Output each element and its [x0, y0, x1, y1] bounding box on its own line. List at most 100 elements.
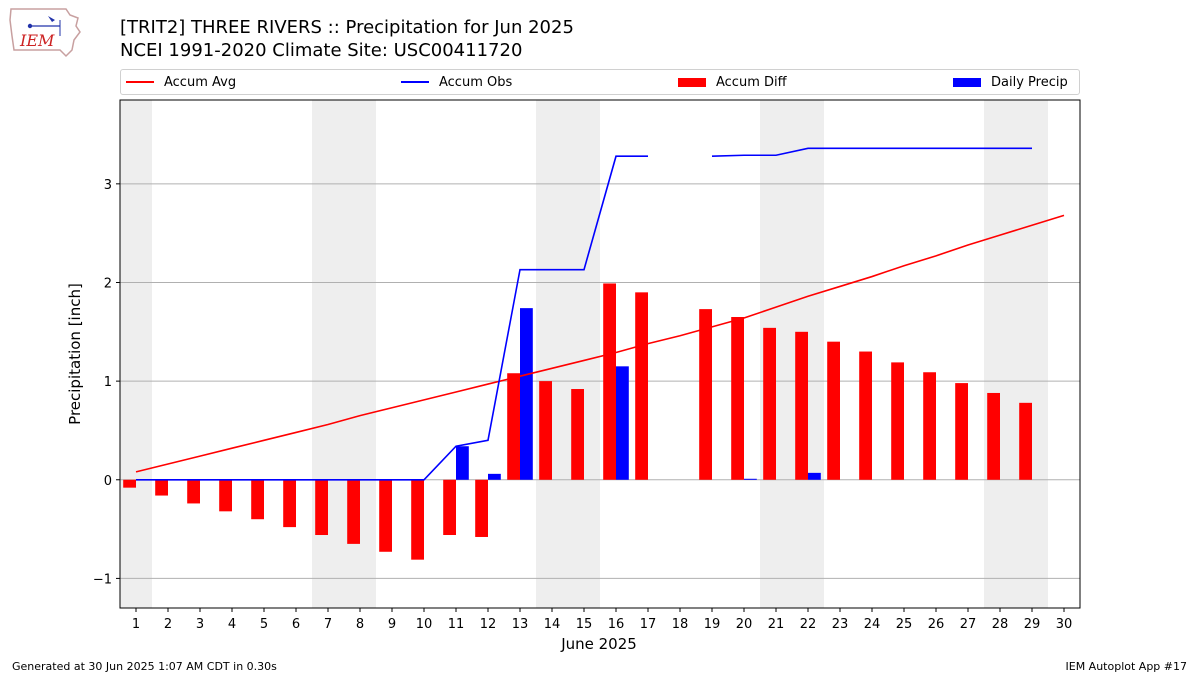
- accum-diff-bar-10: [411, 479, 424, 560]
- weekend-band-14: [536, 100, 568, 608]
- legend-swatch-avg: [126, 81, 154, 83]
- footer-generated: Generated at 30 Jun 2025 1:07 AM CDT in …: [12, 660, 277, 673]
- accum-diff-bar-15: [571, 389, 584, 480]
- x-tick-label: 29: [1024, 617, 1041, 632]
- accum-diff-bar-16: [603, 283, 616, 480]
- accum-diff-bar-27: [955, 383, 968, 480]
- chart-subtitle: NCEI 1991-2020 Climate Site: USC00411720: [120, 40, 523, 61]
- accum-diff-bar-7: [315, 479, 328, 536]
- accum-diff-bar-9: [379, 479, 392, 552]
- daily-precip-bar-13: [520, 308, 533, 480]
- x-tick-label: 2: [164, 617, 172, 632]
- y-tick-label: 1: [104, 375, 112, 390]
- accum-diff-bar-3: [187, 479, 200, 504]
- x-tick-label: 22: [800, 617, 817, 632]
- weekend-band-28: [984, 100, 1016, 608]
- accum-diff-bar-26: [923, 372, 936, 480]
- daily-precip-bar-16: [616, 366, 629, 480]
- y-tick-label: −1: [93, 572, 112, 587]
- x-tick-label: 8: [356, 617, 364, 632]
- x-tick-label: 21: [768, 617, 785, 632]
- x-tick-label: 25: [896, 617, 913, 632]
- x-tick-label: 14: [544, 617, 561, 632]
- accum-diff-bar-29: [1019, 402, 1032, 480]
- x-tick-label: 30: [1056, 617, 1073, 632]
- weekend-band-1: [120, 100, 152, 608]
- x-tick-label: 20: [736, 617, 753, 632]
- y-tick-label: 2: [104, 276, 112, 291]
- accum-diff-bar-11: [443, 479, 456, 536]
- legend-swatch-obs: [401, 81, 429, 83]
- accum-diff-bar-5: [251, 479, 264, 520]
- x-tick-label: 17: [640, 617, 657, 632]
- legend-label-diff: Accum Diff: [716, 74, 787, 90]
- y-tick-label: 0: [104, 474, 112, 489]
- accum-diff-bar-28: [987, 392, 1000, 480]
- legend-item-accum-avg: Accum Avg: [126, 70, 236, 94]
- iowa-map-logo: IEM: [9, 8, 81, 58]
- accum-diff-bar-19: [699, 309, 712, 480]
- x-tick-label: 5: [260, 617, 268, 632]
- x-tick-label: 7: [324, 617, 332, 632]
- x-tick-label: 26: [928, 617, 945, 632]
- daily-precip-bar-20: [744, 478, 757, 480]
- x-tick-label: 13: [512, 617, 529, 632]
- accum-diff-bar-6: [283, 479, 296, 528]
- x-tick-label: 16: [608, 617, 625, 632]
- accum-avg-line-segment-0: [135, 214, 1065, 473]
- accum-obs-line-segment-1: [711, 147, 1032, 158]
- accum-diff-bar-14: [539, 381, 552, 480]
- logo-text: IEM: [19, 31, 55, 50]
- footer-app: IEM Autoplot App #17: [1065, 660, 1188, 673]
- x-tick-label: 4: [228, 617, 236, 632]
- accum-diff-bar-17: [635, 292, 648, 480]
- daily-precip-bar-22: [808, 472, 821, 480]
- legend-swatch-daily: [953, 77, 981, 87]
- legend-item-accum-diff: Accum Diff: [678, 70, 787, 94]
- x-tick-label: 15: [576, 617, 593, 632]
- daily-precip-bar-11: [456, 446, 469, 480]
- plot-frame: [119, 99, 1081, 609]
- weekend-band-15: [568, 100, 600, 608]
- legend-item-daily-precip: Daily Precip: [953, 70, 1068, 94]
- accum-diff-bar-4: [219, 479, 232, 512]
- accum-diff-bar-8: [347, 479, 360, 544]
- chart-title: [TRIT2] THREE RIVERS :: Precipitation fo…: [120, 17, 574, 38]
- x-tick-label: 3: [196, 617, 204, 632]
- legend-label-daily: Daily Precip: [991, 74, 1068, 90]
- x-tick-label: 19: [704, 617, 721, 632]
- x-tick-label: 12: [480, 617, 497, 632]
- weekend-shading: [120, 100, 1048, 608]
- x-tick-label: 23: [832, 617, 849, 632]
- accum-diff-bar-22: [795, 331, 808, 480]
- accum-diff-bar-23: [827, 341, 840, 480]
- accum-obs-line-segment-0: [136, 155, 648, 481]
- accum-diff-bar-25: [891, 362, 904, 480]
- legend-label-avg: Accum Avg: [164, 74, 237, 90]
- legend-item-accum-obs: Accum Obs: [401, 70, 512, 94]
- x-axis-label: June 2025: [560, 635, 637, 653]
- x-tick-label: 1: [132, 617, 140, 632]
- legend-label-obs: Accum Obs: [439, 74, 513, 90]
- iem-logo: IEM: [8, 6, 82, 58]
- x-tick-label: 28: [992, 617, 1009, 632]
- accum-diff-bar-21: [763, 327, 776, 480]
- x-tick-label: 6: [292, 617, 300, 632]
- accum-diff-bar-13: [507, 373, 520, 480]
- y-axis-label: Precipitation [inch]: [66, 283, 84, 425]
- accum-diff-bar-12: [475, 479, 488, 537]
- x-tick-label: 11: [448, 617, 465, 632]
- x-tick-label: 27: [960, 617, 977, 632]
- x-tick-label: 24: [864, 617, 881, 632]
- legend-swatch-diff: [678, 77, 706, 87]
- lines: [135, 147, 1065, 481]
- legend: Accum Avg Accum Obs Accum Diff Daily Pre…: [120, 69, 1080, 95]
- x-tick-label: 18: [672, 617, 689, 632]
- weekend-band-29: [1016, 100, 1048, 608]
- gridlines: [120, 183, 1080, 579]
- accum-diff-bar-1: [123, 479, 136, 488]
- y-tick-label: 3: [104, 178, 112, 193]
- accum-diff-bar-24: [859, 351, 872, 480]
